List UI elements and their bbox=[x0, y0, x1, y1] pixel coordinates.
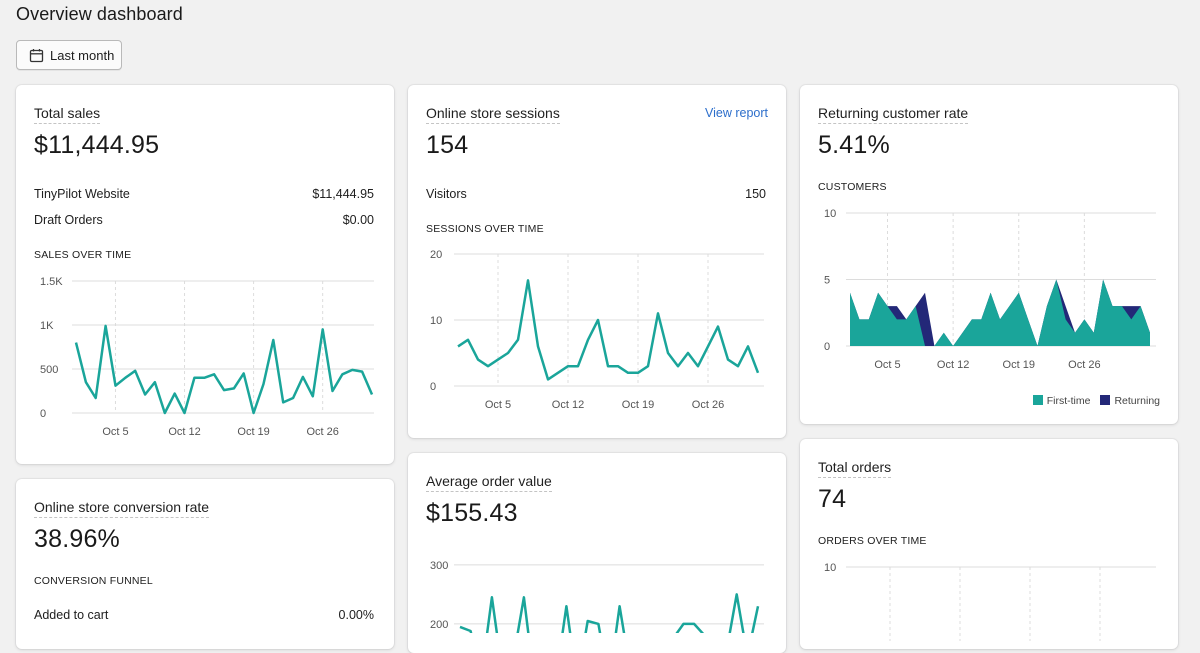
sales-channel-row: Draft Orders $0.00 bbox=[34, 213, 374, 227]
legend-returning[interactable]: Returning bbox=[1100, 395, 1160, 407]
aov-title[interactable]: Average order value bbox=[426, 473, 552, 492]
y-tick-label: 500 bbox=[40, 364, 58, 376]
page-title: Overview dashboard bbox=[16, 4, 183, 24]
y-tick-label: 1K bbox=[40, 320, 54, 332]
funnel-value: 0.00% bbox=[338, 608, 374, 622]
aov-chart: 200 300 bbox=[430, 560, 764, 633]
y-tick-label: 10 bbox=[824, 562, 836, 574]
legend-first-time[interactable]: First-time bbox=[1032, 395, 1091, 407]
y-tick-label: 20 bbox=[430, 249, 442, 261]
series-line bbox=[74, 324, 374, 415]
total-sales-title[interactable]: Total sales bbox=[34, 105, 101, 124]
orders-title[interactable]: Total orders bbox=[818, 459, 892, 478]
x-tick-label: Oct 19 bbox=[622, 399, 654, 411]
y-tick-label: 5 bbox=[824, 275, 830, 287]
total-sales-value: $11,444.95 bbox=[34, 131, 160, 159]
x-tick-label: Oct 5 bbox=[874, 359, 900, 371]
x-tick-label: Oct 26 bbox=[692, 399, 724, 411]
conversion-card: Online store conversion rate 38.96% CONV… bbox=[16, 479, 394, 649]
sessions-over-time-label: SESSIONS OVER TIME bbox=[426, 223, 544, 235]
total-sales-card: Total sales $11,444.95 TinyPilot Website… bbox=[16, 85, 394, 464]
conversion-value: 38.96% bbox=[34, 525, 120, 553]
sessions-chart: 0 10 20 Oct 5 Oct 12 Oct 19 Oct 26 bbox=[430, 249, 764, 411]
visitors-row: Visitors 150 bbox=[426, 187, 766, 201]
x-tick-label: Oct 12 bbox=[168, 426, 200, 438]
conversion-funnel-label: CONVERSION FUNNEL bbox=[34, 575, 153, 587]
visitors-value: 150 bbox=[745, 187, 766, 201]
funnel-label: Added to cart bbox=[34, 608, 109, 622]
visitors-label: Visitors bbox=[426, 187, 467, 201]
y-tick-label: 300 bbox=[430, 560, 448, 572]
sales-channel-label: TinyPilot Website bbox=[34, 187, 130, 201]
sessions-card: Online store sessions View report 154 Vi… bbox=[408, 85, 786, 438]
x-tick-label: Oct 12 bbox=[937, 359, 969, 371]
aov-value: $155.43 bbox=[426, 499, 518, 527]
y-tick-label: 1.5K bbox=[40, 276, 63, 288]
x-tick-label: Oct 19 bbox=[237, 426, 269, 438]
sales-channel-row: TinyPilot Website $11,444.95 bbox=[34, 187, 374, 201]
orders-value: 74 bbox=[818, 485, 847, 513]
x-tick-label: Oct 5 bbox=[102, 426, 128, 438]
sales-chart: 0 500 1K 1.5K Oct 5 Oct 12 Oct 19 Oct 26 bbox=[40, 276, 374, 438]
x-tick-label: Oct 26 bbox=[306, 426, 338, 438]
orders-over-time-label: ORDERS OVER TIME bbox=[818, 535, 927, 547]
y-tick-label: 10 bbox=[430, 315, 442, 327]
date-range-label: Last month bbox=[50, 47, 115, 63]
x-tick-label: Oct 19 bbox=[1003, 359, 1035, 371]
returning-value: 5.41% bbox=[818, 131, 890, 159]
customers-label: CUSTOMERS bbox=[818, 181, 887, 193]
funnel-row: Added to cart 0.00% bbox=[34, 608, 374, 622]
y-tick-label: 10 bbox=[824, 208, 836, 220]
view-report-link[interactable]: View report bbox=[705, 106, 768, 120]
sessions-value: 154 bbox=[426, 131, 469, 159]
conversion-title[interactable]: Online store conversion rate bbox=[34, 499, 210, 518]
customers-chart: 0 5 10 Oct 5 Oct 12 Oct 19 Oct 26 bbox=[824, 208, 1156, 371]
first-time-swatch bbox=[1032, 395, 1043, 405]
date-range-button[interactable]: Last month bbox=[16, 40, 122, 70]
x-tick-label: Oct 26 bbox=[1068, 359, 1100, 371]
y-tick-label: 0 bbox=[824, 341, 830, 353]
returning-card: Returning customer rate 5.41% CUSTOMERS … bbox=[800, 85, 1178, 424]
sales-channel-value: $11,444.95 bbox=[312, 187, 374, 201]
returning-swatch bbox=[1100, 395, 1111, 405]
calendar-icon bbox=[29, 48, 44, 62]
y-tick-label: 200 bbox=[430, 619, 448, 631]
series-line bbox=[457, 279, 760, 381]
y-tick-label: 0 bbox=[40, 408, 46, 420]
legend-returning-label: Returning bbox=[1114, 395, 1160, 407]
legend-first-time-label: First-time bbox=[1046, 395, 1091, 407]
aov-card: Average order value $155.43 200 300 bbox=[408, 453, 786, 653]
returning-area bbox=[850, 279, 1150, 346]
x-tick-label: Oct 12 bbox=[552, 399, 584, 411]
sessions-title[interactable]: Online store sessions bbox=[426, 105, 560, 124]
returning-title[interactable]: Returning customer rate bbox=[818, 105, 969, 124]
x-tick-label: Oct 5 bbox=[485, 399, 511, 411]
series-line bbox=[459, 593, 760, 633]
sales-channel-label: Draft Orders bbox=[34, 213, 103, 227]
orders-card: Total orders 74 ORDERS OVER TIME 10 bbox=[800, 439, 1178, 649]
first-time-area bbox=[850, 279, 1150, 346]
sales-channel-value: $0.00 bbox=[342, 213, 374, 227]
customers-legend: First-time Returning bbox=[1032, 395, 1160, 407]
sales-over-time-label: SALES OVER TIME bbox=[34, 249, 132, 261]
y-tick-label: 0 bbox=[430, 381, 436, 393]
